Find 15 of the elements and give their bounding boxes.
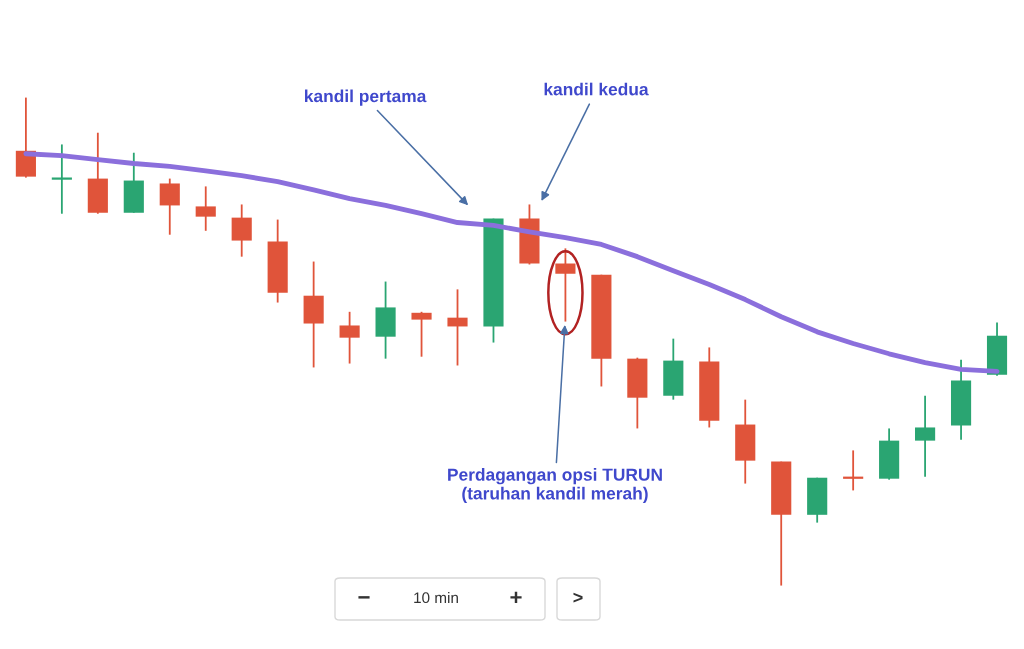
- candlestick: [915, 394, 936, 478]
- text: >: [573, 592, 583, 603]
- text: 10 min: [414, 591, 458, 604]
- text: +: [510, 591, 522, 603]
- candlestick: [231, 203, 252, 258]
- annotation: Perdagangan opsi TURUN (taruhan kandil merah): [448, 468, 662, 504]
- annotation: kandil pertama: [305, 89, 427, 106]
- candlestick: [555, 247, 576, 323]
- candlestick: [411, 310, 432, 358]
- candlestick: [195, 185, 216, 232]
- text: kandil kedua: [544, 82, 649, 96]
- candlestick: [159, 177, 180, 236]
- text: −: [358, 596, 370, 599]
- candlestick: [447, 288, 468, 367]
- candlestick: [339, 310, 360, 365]
